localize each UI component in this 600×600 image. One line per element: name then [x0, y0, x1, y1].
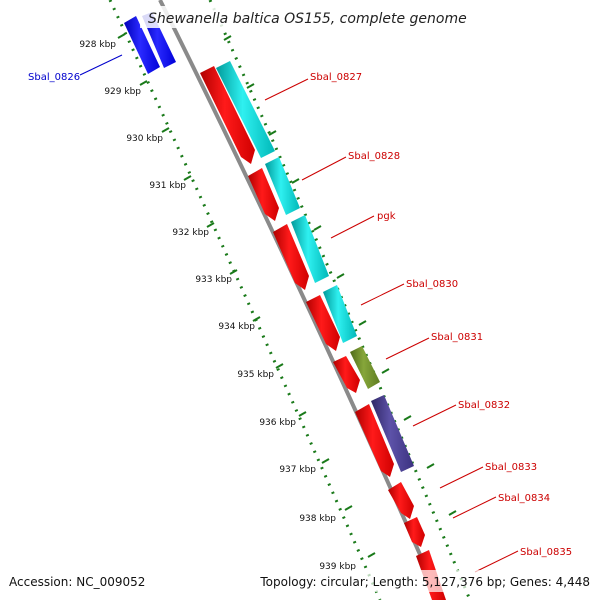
tick-label: 935 kbp — [237, 370, 274, 380]
tick-label: 931 kbp — [149, 181, 186, 191]
gene-sbal-0831-fwd[interactable] — [350, 346, 380, 389]
tick-label: 929 kbp — [104, 87, 141, 97]
gene-label-sbal-0831[interactable]: Sbal_0831 — [431, 332, 483, 343]
gene-label-sbal-0832[interactable]: Sbal_0832 — [458, 400, 510, 411]
gene-label-sbal-0828[interactable]: Sbal_0828 — [348, 151, 400, 162]
tick-label: 930 kbp — [126, 134, 163, 144]
gene-sbal-0832-fwd[interactable] — [371, 395, 414, 472]
tick-label: 932 kbp — [172, 228, 209, 238]
title-backdrop — [140, 6, 458, 28]
gene-label-sbal-0834[interactable]: Sbal_0834 — [498, 493, 550, 504]
accession-label: Accession: NC_009052 — [9, 575, 145, 589]
tick-label: 933 kbp — [195, 275, 232, 285]
gene-label-sbal-0826[interactable]: Sbal_0826 — [28, 72, 80, 83]
gene-sbal-0834-b[interactable] — [404, 517, 425, 547]
gene-leaders — [79, 54, 519, 573]
topology-label: Topology: circular; Length: 5,127,376 bp… — [259, 575, 590, 589]
gene-label-sbal-0835[interactable]: Sbal_0835 — [520, 547, 572, 558]
gene-sbal-0827-fwd[interactable] — [216, 61, 275, 158]
tick-label: 934 kbp — [218, 322, 255, 332]
gene-label-pgk[interactable]: pgk — [377, 211, 396, 222]
gene-sbal-0827[interactable] — [200, 66, 255, 164]
gene-pgk-fwd[interactable] — [291, 215, 329, 283]
tick-label: 936 kbp — [259, 418, 296, 428]
tick-label: 939 kbp — [319, 562, 356, 572]
gene-sbal-0828-fwd[interactable] — [265, 157, 300, 215]
gene-sbal-0828[interactable] — [248, 168, 279, 221]
gene-sbal-0834[interactable] — [388, 482, 414, 519]
gene-sbal-0830-fwd[interactable] — [323, 285, 357, 343]
tick-label: 928 kbp — [79, 40, 116, 50]
page-title: Shewanella baltica OS155, complete genom… — [148, 11, 467, 27]
outer-ticks — [223, 35, 457, 516]
footer-backdrop — [0, 570, 600, 592]
tick-labels: 928 kbp 929 kbp 930 kbp 931 kbp 932 kbp … — [79, 40, 356, 572]
gene-sbal-0830[interactable] — [306, 295, 340, 351]
gene-sbal-0831[interactable] — [333, 356, 360, 393]
gene-pgk[interactable] — [273, 224, 309, 290]
gene-label-sbal-0827[interactable]: Sbal_0827 — [310, 72, 362, 83]
gene-sbal-0826[interactable] — [124, 16, 160, 74]
genome-backbone — [158, 0, 442, 600]
gene-label-sbal-0830[interactable]: Sbal_0830 — [406, 279, 458, 290]
tick-label: 937 kbp — [279, 465, 316, 475]
gene-sbal-0833[interactable] — [355, 404, 394, 477]
gene-label-sbal-0833[interactable]: Sbal_0833 — [485, 462, 537, 473]
inner-ticks — [117, 33, 376, 558]
tick-label: 938 kbp — [299, 514, 336, 524]
